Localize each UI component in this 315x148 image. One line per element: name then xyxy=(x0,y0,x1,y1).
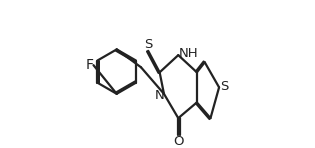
Text: F: F xyxy=(86,58,94,72)
Text: N: N xyxy=(155,89,164,102)
Text: S: S xyxy=(144,38,152,51)
Text: NH: NH xyxy=(179,47,198,60)
Text: S: S xyxy=(220,80,228,93)
Text: O: O xyxy=(173,135,184,148)
